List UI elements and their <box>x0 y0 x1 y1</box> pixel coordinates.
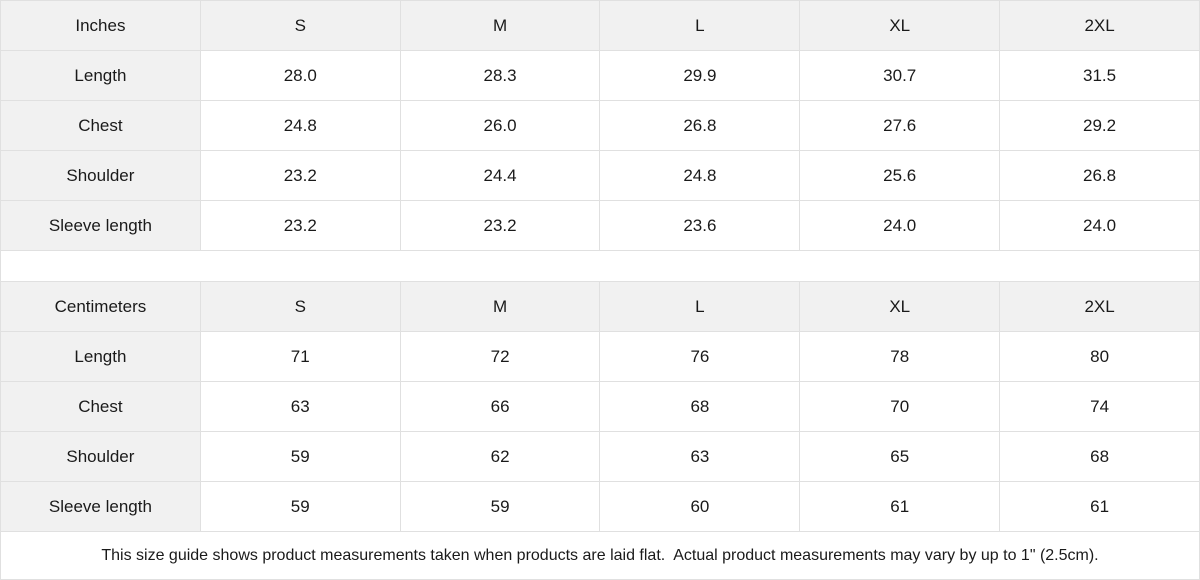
header-row: Centimeters S M L XL 2XL <box>0 281 1200 332</box>
size-header-cell: 2XL <box>999 281 1200 332</box>
table-row: Sleeve length 23.2 23.2 23.6 24.0 24.0 <box>0 200 1200 251</box>
size-header-cell: XL <box>799 0 1001 51</box>
table-row: Shoulder 59 62 63 65 68 <box>0 431 1200 482</box>
size-header-cell: M <box>399 281 601 332</box>
value-cell: 74 <box>999 381 1200 432</box>
table-row: Length 28.0 28.3 29.9 30.7 31.5 <box>0 50 1200 101</box>
size-table-centimeters-header: Centimeters S M L XL 2XL <box>0 281 1200 332</box>
value-cell: 28.0 <box>199 50 401 101</box>
value-cell: 63 <box>599 431 801 482</box>
size-header-cell: XL <box>799 281 1001 332</box>
size-header-cell: L <box>599 281 801 332</box>
row-label-cell: Chest <box>0 100 201 151</box>
value-cell: 24.4 <box>399 150 601 201</box>
row-label-cell: Sleeve length <box>0 200 201 251</box>
value-cell: 59 <box>199 481 401 532</box>
size-table-centimeters: Centimeters S M L XL 2XL Length 71 72 76… <box>0 281 1200 532</box>
value-cell: 29.9 <box>599 50 801 101</box>
table-row: Length 71 72 76 78 80 <box>0 331 1200 382</box>
value-cell: 60 <box>599 481 801 532</box>
size-guide-footnote: This size guide shows product measuremen… <box>0 532 1200 580</box>
table-row: Sleeve length 59 59 60 61 61 <box>0 481 1200 532</box>
value-cell: 59 <box>199 431 401 482</box>
value-cell: 78 <box>799 331 1001 382</box>
value-cell: 27.6 <box>799 100 1001 151</box>
size-header-cell: S <box>199 281 401 332</box>
value-cell: 70 <box>799 381 1001 432</box>
value-cell: 24.0 <box>799 200 1001 251</box>
table-row: Chest 24.8 26.0 26.8 27.6 29.2 <box>0 100 1200 151</box>
value-cell: 24.8 <box>599 150 801 201</box>
value-cell: 61 <box>799 481 1001 532</box>
value-cell: 25.6 <box>799 150 1001 201</box>
value-cell: 59 <box>399 481 601 532</box>
value-cell: 23.2 <box>199 150 401 201</box>
header-row: Inches S M L XL 2XL <box>0 0 1200 51</box>
value-cell: 72 <box>399 331 601 382</box>
value-cell: 23.6 <box>599 200 801 251</box>
value-cell: 26.8 <box>599 100 801 151</box>
row-label-cell: Length <box>0 50 201 101</box>
row-label-cell: Length <box>0 331 201 382</box>
value-cell: 62 <box>399 431 601 482</box>
value-cell: 76 <box>599 331 801 382</box>
size-table-inches-header: Inches S M L XL 2XL <box>0 0 1200 51</box>
size-table-inches: Inches S M L XL 2XL Length 28.0 28.3 29.… <box>0 0 1200 251</box>
value-cell: 31.5 <box>999 50 1200 101</box>
row-label-cell: Shoulder <box>0 150 201 201</box>
value-cell: 61 <box>999 481 1200 532</box>
unit-label-cell: Inches <box>0 0 201 51</box>
value-cell: 26.8 <box>999 150 1200 201</box>
value-cell: 30.7 <box>799 50 1001 101</box>
value-cell: 68 <box>999 431 1200 482</box>
value-cell: 23.2 <box>199 200 401 251</box>
value-cell: 24.8 <box>199 100 401 151</box>
value-cell: 24.0 <box>999 200 1200 251</box>
size-header-cell: M <box>399 0 601 51</box>
row-label-cell: Shoulder <box>0 431 201 482</box>
value-cell: 63 <box>199 381 401 432</box>
size-header-cell: L <box>599 0 801 51</box>
value-cell: 23.2 <box>399 200 601 251</box>
value-cell: 28.3 <box>399 50 601 101</box>
size-header-cell: 2XL <box>999 0 1200 51</box>
unit-label-cell: Centimeters <box>0 281 201 332</box>
value-cell: 66 <box>399 381 601 432</box>
row-label-cell: Chest <box>0 381 201 432</box>
value-cell: 65 <box>799 431 1001 482</box>
value-cell: 68 <box>599 381 801 432</box>
table-row: Chest 63 66 68 70 74 <box>0 381 1200 432</box>
row-label-cell: Sleeve length <box>0 481 201 532</box>
size-header-cell: S <box>199 0 401 51</box>
value-cell: 29.2 <box>999 100 1200 151</box>
value-cell: 71 <box>199 331 401 382</box>
table-spacer <box>0 251 1200 281</box>
value-cell: 26.0 <box>399 100 601 151</box>
table-row: Shoulder 23.2 24.4 24.8 25.6 26.8 <box>0 150 1200 201</box>
value-cell: 80 <box>999 331 1200 382</box>
